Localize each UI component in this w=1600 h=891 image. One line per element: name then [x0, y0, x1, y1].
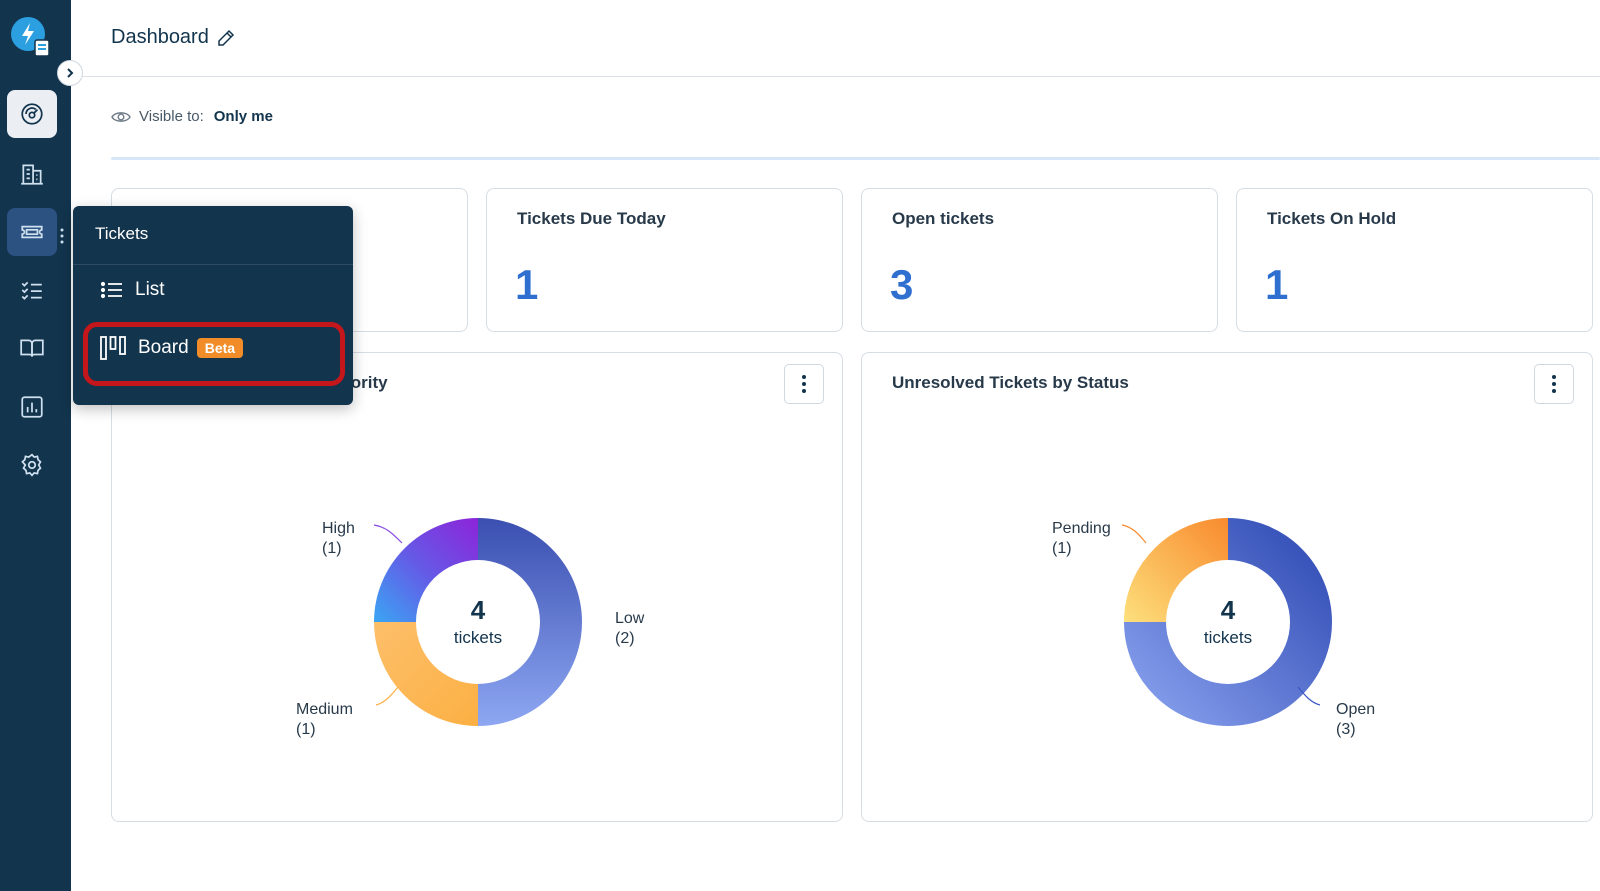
knowledge-base-icon	[20, 339, 44, 357]
chart-title: iority	[346, 373, 388, 392]
chart-label-pending: Pending (1)	[1052, 519, 1111, 559]
reports-icon	[21, 396, 43, 418]
nav-settings[interactable]	[7, 441, 57, 489]
donut-slice-pending[interactable]	[1124, 518, 1228, 622]
chart-label-high: High (1)	[322, 519, 355, 559]
label-count: (1)	[1052, 540, 1072, 557]
donut-slice-low[interactable]	[478, 518, 582, 726]
priority-donut: 4 tickets	[374, 518, 582, 726]
board-icon	[100, 336, 126, 360]
donut-slice-medium[interactable]	[374, 622, 478, 726]
divider	[111, 157, 1600, 160]
chevron-right-icon	[67, 68, 74, 78]
label-count: (2)	[615, 630, 635, 647]
stat-value: 1	[1265, 261, 1289, 308]
flyout-item-label: List	[135, 279, 165, 300]
label-name: Open	[1336, 701, 1376, 718]
sidebar-expand-button[interactable]	[57, 60, 83, 86]
chart-more-button[interactable]	[1534, 364, 1574, 404]
donut-center-label: tickets	[1204, 628, 1252, 647]
label-name: Medium	[296, 701, 353, 718]
chart-label-low: Low (2)	[615, 609, 644, 649]
tasks-icon	[21, 281, 42, 300]
donut-center-value: 4	[471, 595, 486, 625]
list-icon	[101, 281, 122, 299]
status-donut: 4 tickets	[1124, 518, 1332, 726]
chart-label-medium: Medium (1)	[296, 700, 353, 740]
nav-reports[interactable]	[7, 383, 57, 431]
flyout-item-board[interactable]: Board Beta	[100, 336, 244, 360]
edit-pencil-icon[interactable]	[217, 29, 235, 47]
app-logo-icon[interactable]	[10, 16, 54, 60]
donut-center-value: 4	[1221, 595, 1236, 625]
nav-companies[interactable]	[7, 150, 57, 198]
nav-tickets[interactable]	[7, 208, 57, 256]
nav-dashboard[interactable]	[7, 90, 57, 138]
tickets-flyout-menu: Tickets List Board Beta	[73, 206, 353, 405]
page-header: Dashboard	[71, 0, 1600, 77]
nav-tasks[interactable]	[7, 266, 57, 314]
sidebar	[0, 0, 71, 891]
chart-label-open: Open (3)	[1336, 700, 1375, 740]
label-count: (3)	[1336, 721, 1356, 738]
visibility-value[interactable]: Only me	[213, 108, 273, 125]
status-chart-card: Unresolved Tickets by Status 4 tickets P…	[861, 352, 1593, 822]
more-vertical-icon	[802, 375, 806, 393]
flyout-title: Tickets	[95, 224, 149, 243]
label-count: (1)	[296, 721, 316, 738]
stat-value: 1	[515, 261, 539, 308]
priority-leader-lines	[373, 524, 403, 706]
priority-chart-card: iority 4 tickets High (1) Low (2)	[111, 352, 843, 822]
donut-slice-open[interactable]	[1124, 518, 1332, 726]
companies-icon	[21, 164, 43, 185]
eye-icon	[111, 111, 131, 122]
nav-knowledge-base[interactable]	[7, 324, 57, 372]
label-name: High	[322, 520, 355, 537]
donut-center-label: tickets	[454, 628, 502, 647]
dashboard-icon	[21, 103, 43, 125]
stat-title: Open tickets	[892, 209, 995, 228]
stat-card-due-today[interactable]: Tickets Due Today 1	[486, 188, 843, 332]
stat-card-on-hold[interactable]: Tickets On Hold 1	[1236, 188, 1593, 332]
stat-title: Tickets On Hold	[1267, 209, 1397, 228]
label-name: Low	[615, 610, 645, 627]
page-title: Dashboard	[111, 26, 235, 49]
page-title-text: Dashboard	[111, 26, 209, 48]
chart-title: Unresolved Tickets by Status	[892, 373, 1129, 392]
beta-badge: Beta	[196, 338, 244, 358]
chart-more-button[interactable]	[784, 364, 824, 404]
label-count: (1)	[322, 540, 342, 557]
status-leader-lines	[1121, 524, 1321, 706]
flyout-divider	[73, 264, 353, 265]
visibility-label: Visible to:	[139, 108, 204, 125]
stat-title: Tickets Due Today	[517, 209, 666, 228]
tickets-more-icon[interactable]	[59, 227, 65, 245]
settings-icon	[21, 453, 42, 477]
flyout-item-label: Board	[138, 337, 189, 358]
stat-value: 3	[890, 261, 914, 308]
label-name: Pending	[1052, 520, 1111, 537]
flyout-item-list[interactable]: List	[101, 279, 165, 301]
board-highlight-outline	[83, 322, 345, 386]
stat-card-open[interactable]: Open tickets 3	[861, 188, 1218, 332]
donut-slice-high[interactable]	[374, 518, 478, 622]
visibility-bar: Visible to: Only me	[71, 78, 1600, 160]
more-vertical-icon	[1552, 375, 1556, 393]
tickets-icon	[21, 225, 43, 239]
